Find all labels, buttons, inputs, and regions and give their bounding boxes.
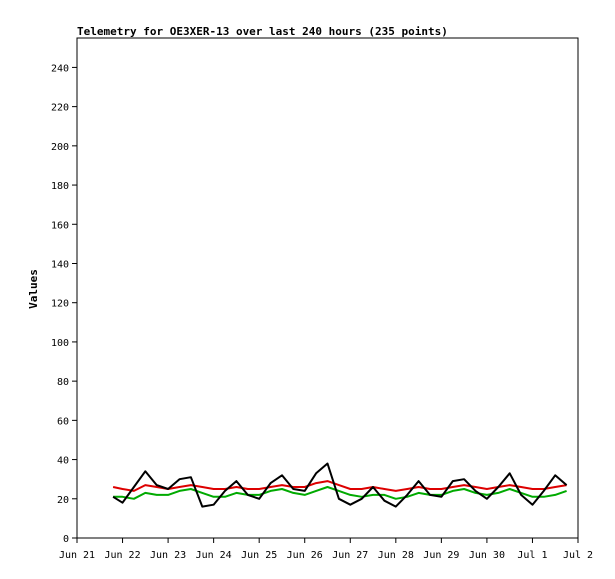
y-axis: 0 20 40 60 80 100 120 140 160 180 200 220 240: [51, 63, 77, 545]
x-tick-label: Jul 1: [517, 550, 547, 561]
x-tick-label: Jun 25: [241, 550, 277, 561]
x-tick-label: Jun 30: [469, 550, 505, 561]
y-tick-label: 80: [57, 377, 69, 388]
x-tick-label: Jun 26: [287, 550, 323, 561]
series-line-1: [112, 480, 567, 492]
x-tick-label: Jun 21: [59, 550, 95, 561]
x-tick-label: Jun 22: [104, 550, 140, 561]
y-tick-label: 120: [51, 299, 69, 310]
x-tick-label: Jun 28: [378, 550, 414, 561]
y-tick-label: 220: [51, 103, 69, 114]
x-tick-label: Jun 29: [423, 550, 459, 561]
y-tick-label: 60: [57, 416, 69, 427]
x-tick-label: Jun 23: [150, 550, 186, 561]
y-tick-label: 140: [51, 259, 69, 270]
y-axis-label: Values: [27, 269, 40, 309]
plot-frame: [76, 37, 579, 539]
x-axis: Jun 21 Jun 22 Jun 23 Jun 24 Jun 25 Jun 26 Jun …: [59, 538, 593, 561]
x-tick-label: Jun 24: [196, 550, 232, 561]
series-line-3: [112, 462, 568, 508]
y-tick-label: 40: [57, 456, 69, 467]
x-tick-label: Jul 2: [563, 550, 593, 561]
x-tick-label: Jun 27: [332, 550, 368, 561]
chart-title: Telemetry for OE3XER-13 over last 240 ho…: [77, 25, 448, 38]
y-tick-label: 240: [51, 63, 69, 74]
y-tick-label: 160: [51, 220, 69, 231]
y-tick-label: 180: [51, 181, 69, 192]
y-tick-label: 200: [51, 142, 69, 153]
y-tick-label: 20: [57, 495, 69, 506]
y-tick-label: 0: [63, 534, 69, 545]
series-line-2: [113, 486, 567, 500]
series-group: [112, 462, 568, 508]
y-tick-label: 100: [51, 338, 69, 349]
